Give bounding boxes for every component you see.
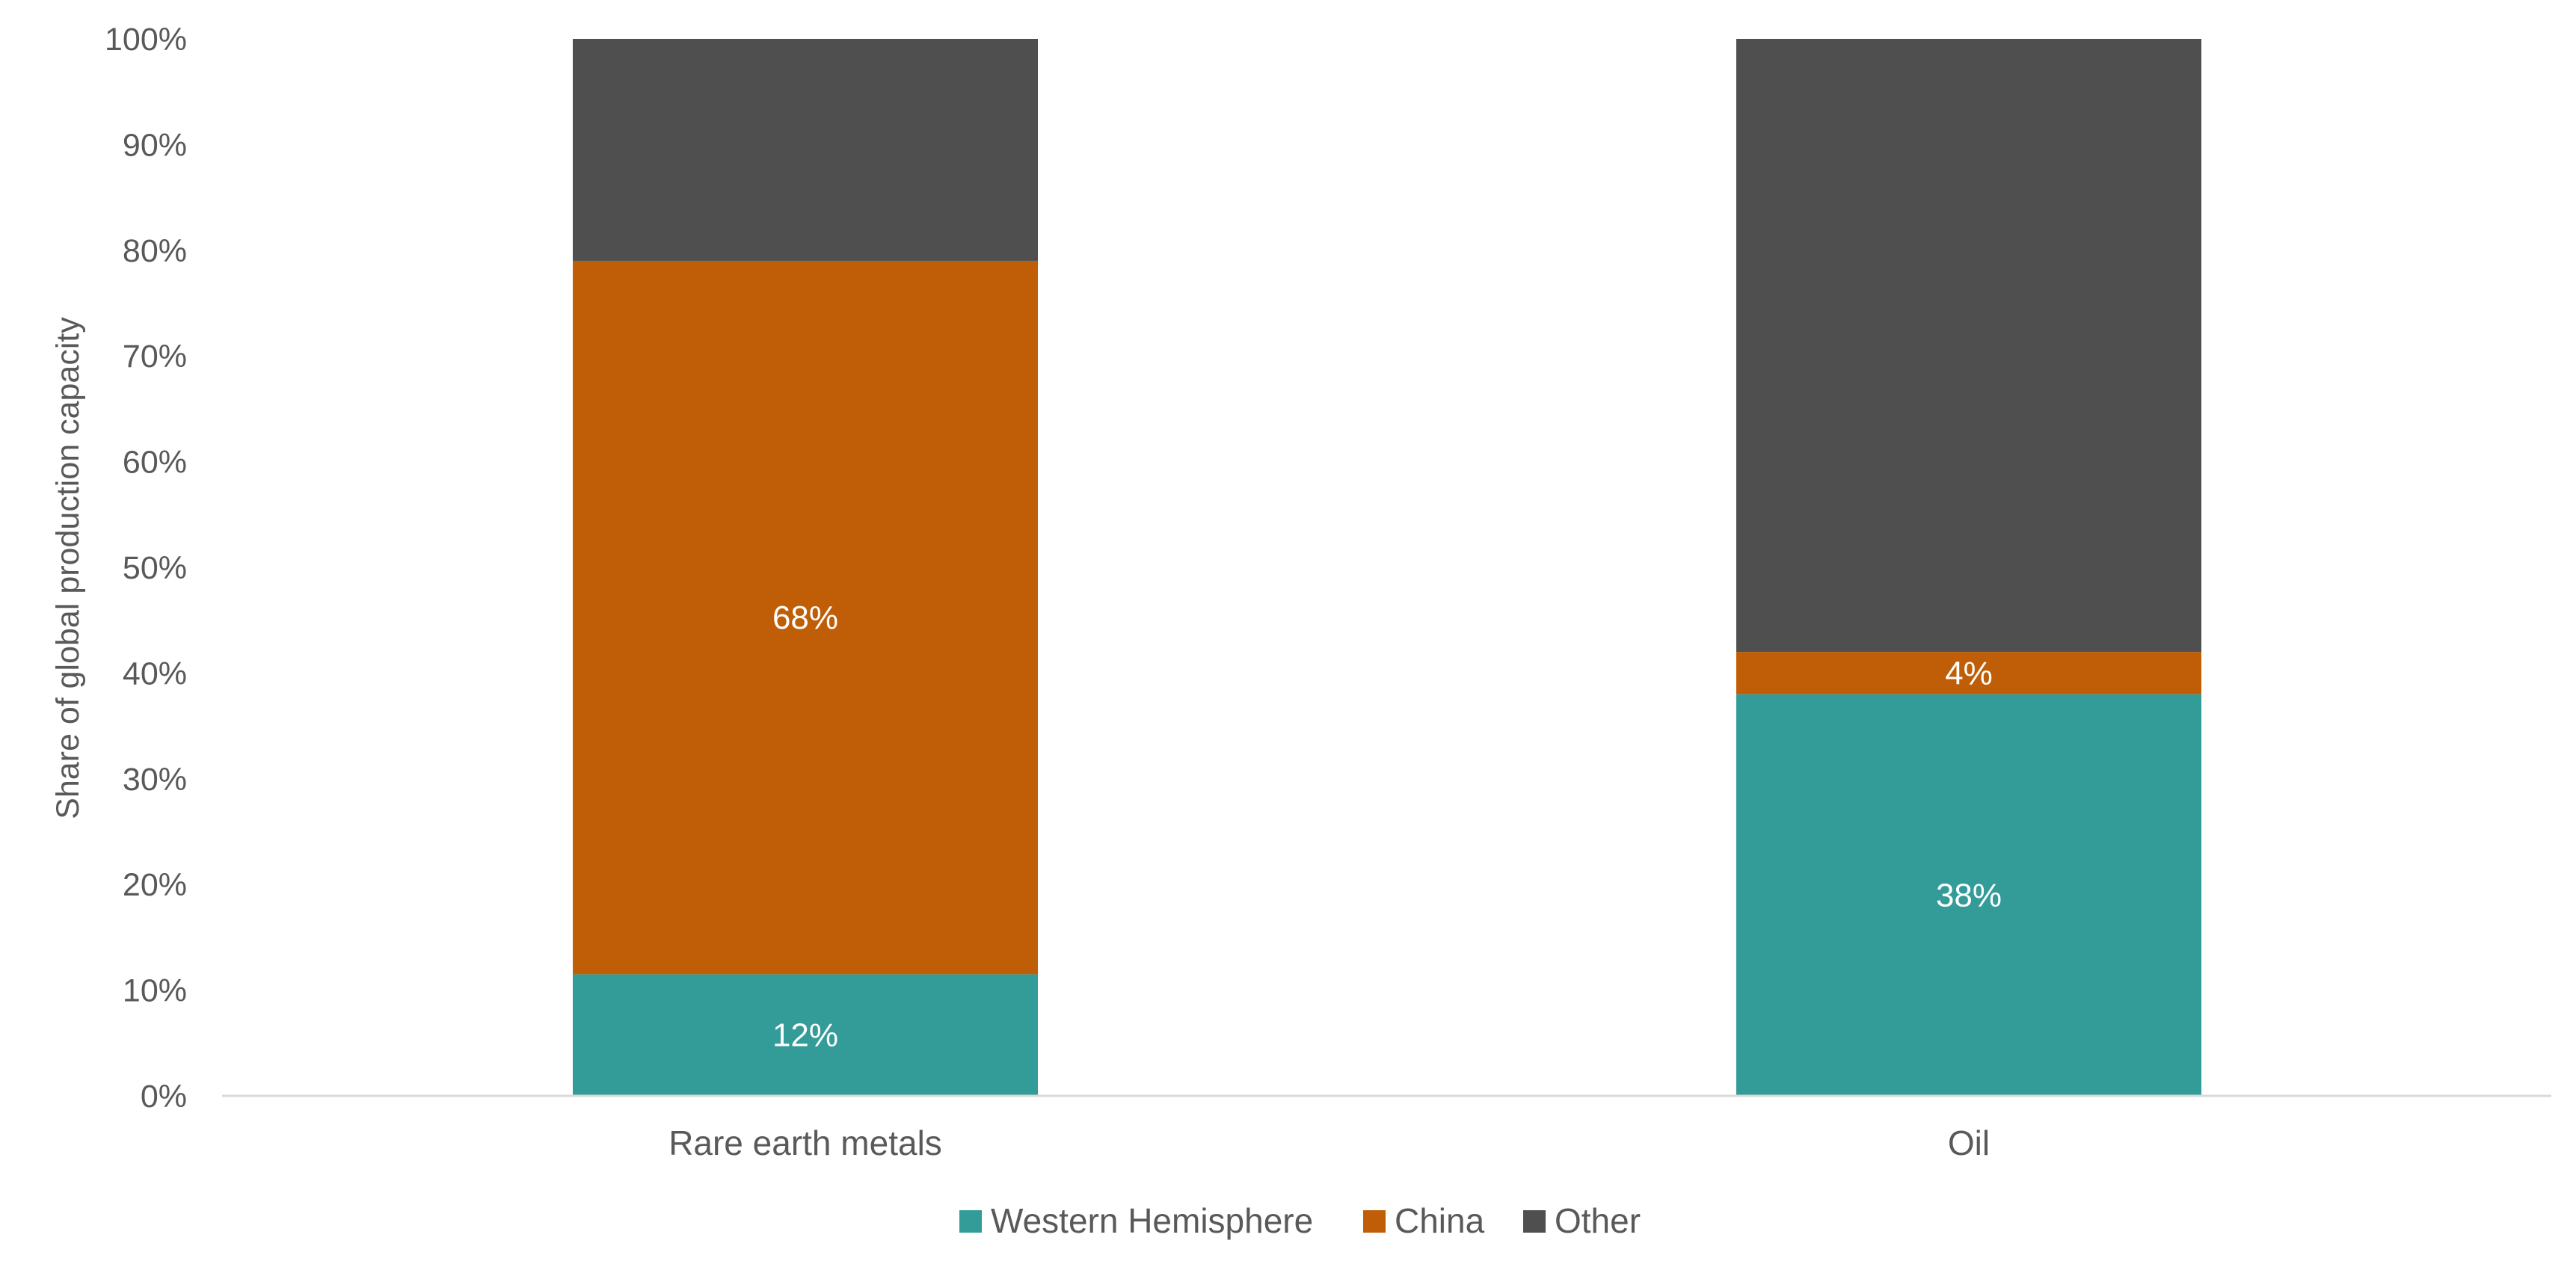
bar-segment-western-hemisphere — [1736, 694, 2201, 1096]
y-tick-label: 50% — [123, 550, 187, 586]
data-label: 4% — [1945, 655, 1993, 691]
y-tick-label: 90% — [123, 127, 187, 163]
bar-segment-other — [1736, 39, 2201, 653]
bar-segment-western-hemisphere — [573, 974, 1038, 1096]
y-tick-label: 30% — [123, 762, 187, 798]
x-category-label: Oil — [1948, 1124, 1990, 1162]
data-label: 38% — [1936, 877, 2002, 913]
y-tick-label: 0% — [141, 1079, 187, 1115]
y-tick-label: 100% — [105, 22, 187, 58]
legend-label: Other — [1555, 1201, 1641, 1240]
legend-swatch-china — [1363, 1210, 1386, 1233]
x-axis-category-labels: Rare earth metals Oil — [668, 1124, 1990, 1162]
y-axis-ticks: 0% 10% 20% 30% 40% 50% 60% 70% 80% 90% 100% — [105, 22, 187, 1115]
bar-segment-china — [1736, 652, 2201, 694]
y-tick-label: 60% — [123, 445, 187, 481]
legend: Western Hemisphere China Other — [959, 1201, 1641, 1240]
y-axis-title-group: Share of global production capacity — [50, 317, 86, 819]
legend-label: Western Hemisphere — [991, 1201, 1313, 1240]
y-axis-title: Share of global production capacity — [50, 317, 86, 819]
bar-segment-china — [573, 260, 1038, 975]
legend-swatch-western-hemisphere — [959, 1210, 982, 1233]
y-tick-label: 20% — [123, 867, 187, 903]
y-tick-label: 70% — [123, 339, 187, 375]
legend-label: China — [1395, 1201, 1485, 1240]
legend-swatch-other — [1523, 1210, 1546, 1233]
x-category-label: Rare earth metals — [668, 1124, 942, 1162]
data-label: 68% — [772, 600, 838, 636]
bars: 12% 68% 38% 4% — [573, 39, 2201, 1096]
data-label: 12% — [772, 1017, 838, 1054]
y-tick-label: 80% — [123, 233, 187, 269]
bar-segment-other — [573, 39, 1038, 261]
y-tick-label: 40% — [123, 656, 187, 691]
y-tick-label: 10% — [123, 973, 187, 1009]
